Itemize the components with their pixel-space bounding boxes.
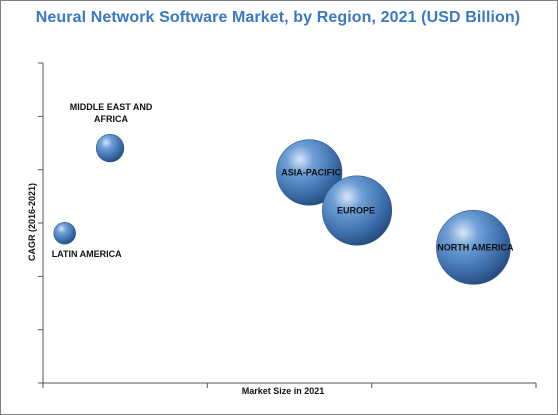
bubble-europe bbox=[322, 175, 393, 246]
bubbles-layer bbox=[53, 134, 511, 285]
bubble-asia-pacific bbox=[276, 139, 343, 206]
label-north-america: NORTH AMERICA bbox=[437, 242, 514, 252]
label-europe: EUROPE bbox=[337, 206, 375, 216]
bubble-north-america bbox=[436, 210, 511, 285]
label-latin-america: LATIN AMERICA bbox=[52, 249, 122, 259]
labels-layer: MIDDLE EAST AND AFRICA LATIN AMERICA ASIA-P… bbox=[52, 102, 514, 259]
y-axis-title: CAGR (2016-2021) bbox=[27, 183, 37, 261]
bubble-middle-east-and-africa bbox=[95, 134, 125, 163]
axes bbox=[38, 62, 537, 388]
x-axis-title: Market Size in 2021 bbox=[242, 386, 325, 396]
chart-title: Neural Network Software Market, by Regio… bbox=[35, 9, 521, 26]
label-middle-east-and-africa: MIDDLE EAST AND AFRICA bbox=[70, 102, 153, 124]
bubble-latin-america bbox=[53, 222, 76, 245]
label-asia-pacific: ASIA-PACIFIC bbox=[281, 167, 341, 177]
